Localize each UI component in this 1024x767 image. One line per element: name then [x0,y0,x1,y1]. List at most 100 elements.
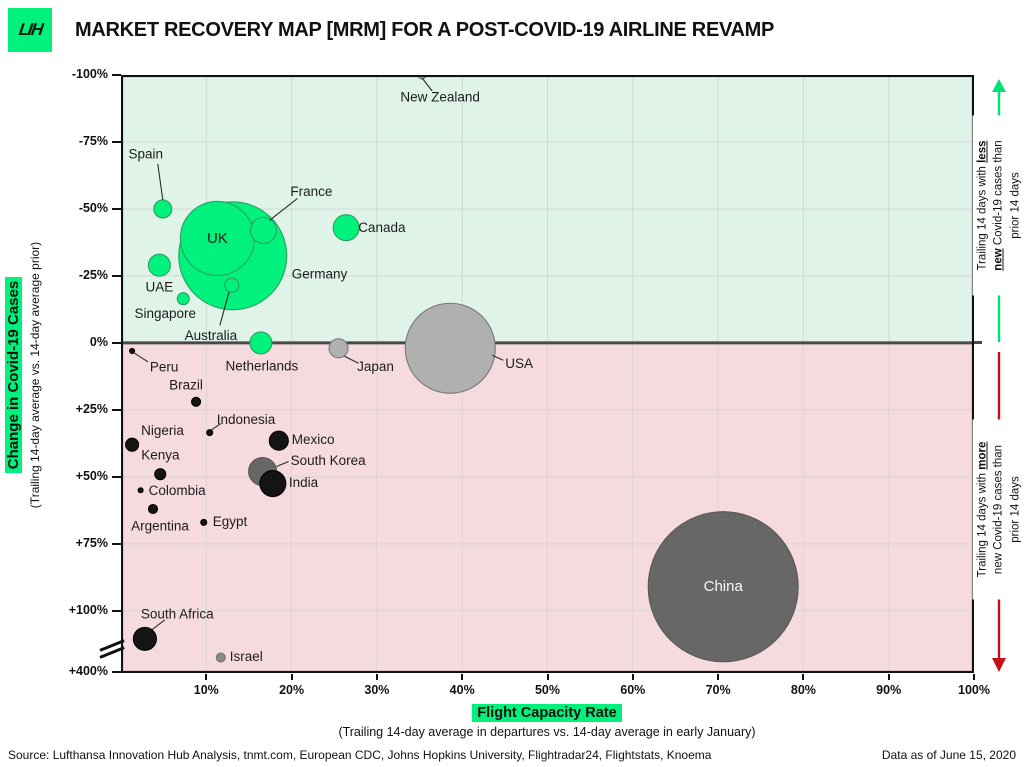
label-india: India [289,475,319,490]
bubble-peru [129,347,136,354]
x-tick-label: 90% [876,683,902,697]
leader-france [269,197,298,221]
market-recovery-chart: Germany UK France Australia New Zealand Spain… [5,67,1022,739]
label-peru: Peru [150,359,179,374]
label-brazil: Brazil [169,377,203,392]
label-new-zealand: New Zealand [400,90,480,105]
label-australia: Australia [185,328,238,343]
y-tick-mark [112,207,121,210]
label-netherlands: Netherlands [225,358,298,373]
y-tick-label: -25% [78,267,108,282]
x-axis-title-block: Flight Capacity Rate [347,704,747,722]
label-israel: Israel [230,649,263,664]
plot-area: Germany UK France Australia New Zealand Spain… [121,75,974,673]
x-tick-mark [546,674,549,680]
x-tick-mark [717,674,720,680]
label-canada: Canada [358,220,406,235]
x-tick-label: 70% [705,683,731,697]
label-south-africa: South Africa [141,606,214,621]
label-france: France [290,184,332,199]
bubble-uae [147,253,171,277]
y-tick-label: -50% [78,200,108,215]
label-uae: UAE [146,280,174,295]
bubble-india [259,470,287,498]
label-egypt: Egypt [213,514,248,529]
label-japan: Japan [357,359,394,374]
bubble-nigeria [125,437,140,452]
y-tick-label: -100% [71,67,108,81]
y-tick-label: +400% [68,663,108,678]
x-tick-label: 10% [193,683,219,697]
label-germany: Germany [292,266,348,281]
leader-australia [219,292,230,326]
footer: Source: Lufthansa Innovation Hub Analysi… [8,748,1016,762]
bubble-netherlands [249,331,273,355]
y-tick-mark [112,140,121,143]
x-tick-mark [375,674,378,680]
leader-spain [157,163,164,201]
label-south-korea: South Korea [291,453,367,468]
bubble-spain [153,199,173,219]
zero-line-extension [974,341,982,344]
x-tick-label: 100% [958,683,990,697]
y-tick-mark [112,74,121,76]
x-tick-label: 40% [449,683,475,697]
y-tick-label: -75% [78,133,108,148]
label-nigeria: Nigeria [141,423,184,438]
y-tick-label: +25% [75,401,108,416]
bubble-china [647,511,799,663]
source-text: Source: Lufthansa Innovation Hub Analysi… [8,748,712,762]
bubble-canada [332,214,360,242]
bubble-singapore [176,292,190,306]
bubble-egypt [200,518,208,526]
leader-south-africa [151,619,166,631]
y-axis-subtitle: (Trailing 14-day average vs. 14-day aver… [28,241,42,509]
x-tick-mark [802,674,805,680]
y-tick-mark [112,408,121,411]
y-tick-mark [112,341,121,344]
y-tick-label: +100% [68,602,108,617]
y-tick-mark [112,670,121,673]
x-tick-mark [631,674,634,680]
y-tick-mark [112,274,121,277]
bubble-kenya [154,468,167,481]
x-tick-label: 50% [534,683,561,697]
bubble-south-africa [132,626,157,651]
label-indonesia: Indonesia [217,412,276,427]
bubble-japan [328,338,349,359]
bubble-brazil [191,396,202,407]
label-argentina: Argentina [131,519,189,534]
bubble-israel [215,652,226,663]
label-colombia: Colombia [149,483,207,498]
leader-indonesia [211,423,222,431]
lih-logo: LIH [8,8,52,52]
label-singapore: Singapore [134,306,196,321]
x-tick-label: 20% [279,683,305,697]
bubble-indonesia [206,429,214,437]
x-tick-mark [461,674,464,680]
label-kenya: Kenya [141,448,180,463]
y-tick-mark [112,542,121,545]
y-tick-mark [112,609,121,612]
label-uk: UK [207,230,228,247]
x-axis-subtitle: (Trailing 14-day average in departures v… [338,725,756,739]
leader-usa [492,354,504,361]
bubble-usa [404,302,496,394]
x-tick-label: 30% [364,683,390,697]
x-tick-label: 80% [790,683,816,697]
y-tick-label: 0% [89,334,108,349]
x-tick-mark [973,674,975,680]
plot-border [121,75,974,673]
x-tick-mark [290,674,293,680]
leader-south-korea [276,460,289,468]
x-tick-mark [205,674,208,680]
bubble-france [249,216,278,244]
y-tick-label: +75% [75,535,108,550]
label-mexico: Mexico [292,432,335,447]
x-tick-mark [887,674,890,680]
x-axis-title: Flight Capacity Rate [472,704,622,722]
leader-peru [133,352,149,363]
leader-new-zealand [421,77,433,92]
data-as-of: Data as of June 15, 2020 [881,748,1016,762]
